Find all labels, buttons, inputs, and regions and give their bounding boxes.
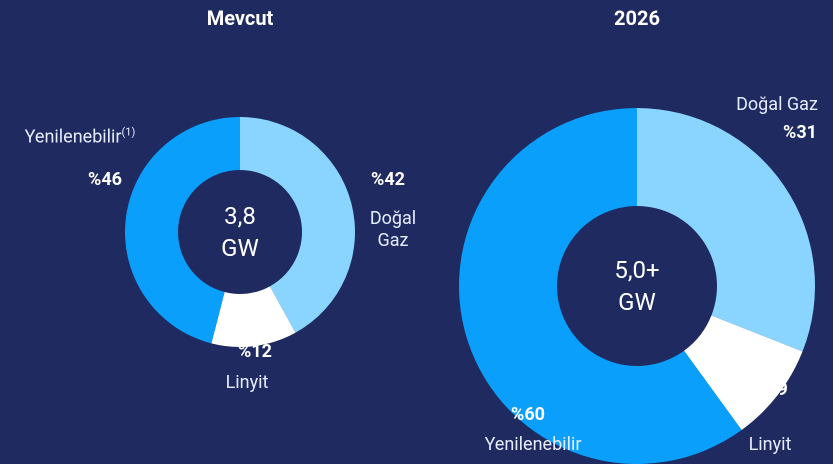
value-label: %42 [371,169,405,190]
category-label: Doğal Gaz [736,94,818,115]
donut-segment [637,108,816,352]
value-label: %9 [764,379,788,400]
center-label: 5,0+ [614,256,660,284]
value-label: %31 [783,122,817,143]
chart-title: Mevcut [206,6,274,30]
category-label: Yenilenebilir [484,434,582,455]
category-label: Doğal Gaz [369,208,417,251]
value-label: %46 [88,169,122,190]
category-label: Linyit [748,434,792,455]
donut-segment [459,108,742,464]
value-label: %60 [511,404,545,425]
category-label: Yenilenebilir(1) [24,125,136,148]
chart-title: 2026 [614,6,660,30]
center-label: GW [618,288,656,316]
donut-segment [125,117,240,344]
donut-segment [211,286,296,347]
donut-segment [240,117,355,333]
category-label: Linyit [225,372,269,393]
center-label: GW [221,234,259,262]
center-label: 3,8 [224,202,256,230]
footnote: (1) [121,125,136,139]
value-label: %12 [238,341,272,362]
donut-segment [684,315,803,431]
